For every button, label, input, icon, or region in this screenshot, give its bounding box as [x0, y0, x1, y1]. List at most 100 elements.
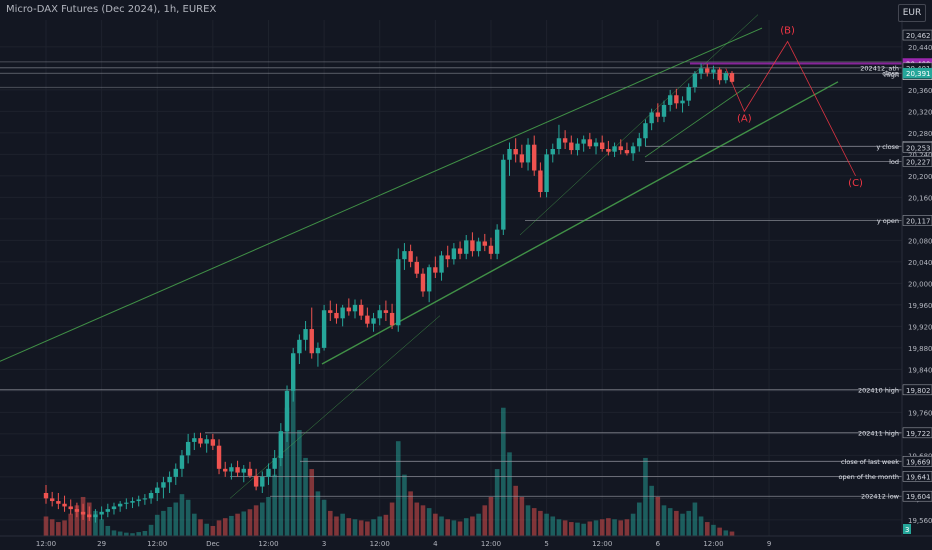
price-tick-label: 20,360: [908, 87, 932, 95]
volume-badge-text: 3: [905, 526, 909, 534]
volume-bar: [408, 491, 413, 536]
candle-body: [346, 307, 352, 312]
currency-button[interactable]: EUR: [898, 4, 926, 22]
volume-bar: [278, 435, 284, 536]
candle-body: [433, 267, 438, 273]
time-tick-label: 12:00: [703, 540, 723, 548]
price-tick-label: 20,040: [908, 259, 932, 267]
candle-body: [80, 511, 86, 515]
candle-body: [686, 87, 691, 101]
candle-body: [68, 506, 73, 510]
volume-bar: [439, 516, 444, 536]
candle-body: [291, 353, 296, 391]
volume-bar: [470, 516, 475, 536]
candle-body: [284, 390, 290, 432]
candle-body: [389, 312, 395, 326]
volume-bar: [241, 511, 247, 536]
volume-bar: [173, 502, 179, 536]
volume-bar: [445, 519, 450, 536]
volume-bar: [179, 494, 185, 536]
volume-bar: [476, 513, 481, 536]
volume-bar: [649, 485, 654, 536]
volume-bar: [142, 530, 148, 536]
volume-bar: [556, 519, 562, 536]
price-tick-label: 19,880: [908, 345, 932, 353]
candle-body: [513, 149, 518, 155]
volume-bar: [99, 519, 104, 536]
time-tick-label: 29: [97, 540, 106, 548]
level-label: open of the month: [839, 473, 899, 481]
candle-body: [192, 438, 197, 442]
candle-body: [488, 245, 494, 254]
volume-bar: [161, 510, 166, 536]
candle-body: [593, 142, 599, 147]
time-tick-label: 6: [656, 540, 661, 548]
level-label: 202410 high: [858, 386, 899, 394]
candle-body: [661, 104, 667, 117]
volume-bar: [618, 520, 624, 536]
volume-bar: [371, 519, 376, 536]
volume-bar: [420, 505, 426, 536]
volume-bar: [599, 519, 605, 536]
volume-bar: [321, 499, 327, 536]
level-label: y close: [876, 143, 899, 151]
volume-bar: [531, 508, 537, 536]
candle-body: [637, 138, 642, 147]
volume-bar: [130, 533, 135, 536]
time-tick-label: 12:00: [258, 540, 278, 548]
price-tick-label: 20,080: [908, 237, 932, 245]
price-tick-label: 19,840: [908, 366, 932, 374]
level-label: y open: [877, 217, 899, 225]
price-tag: [902, 215, 932, 226]
candle-body: [185, 441, 191, 456]
price-tag-text: 19,802: [906, 387, 931, 395]
chart-title: Micro-DAX Futures (Dec 2024), 1h, EUREX: [6, 4, 217, 15]
candle-body: [717, 69, 722, 81]
candle-body: [420, 273, 426, 292]
candle-body: [309, 329, 314, 354]
candle-body: [334, 312, 339, 319]
volume-bar: [290, 391, 296, 536]
price-tag: [902, 156, 932, 167]
candle-body: [692, 73, 698, 88]
candle-body: [445, 255, 450, 260]
candle-body: [253, 475, 259, 487]
candle-body: [600, 142, 605, 149]
volume-bar: [154, 514, 160, 536]
trend-line: [644, 84, 751, 158]
candle-body: [501, 159, 506, 230]
candle-body: [426, 267, 432, 292]
candle-body: [173, 468, 178, 477]
trend-line: [519, 14, 759, 236]
volume-bar: [204, 523, 209, 536]
volume-bar: [674, 510, 679, 536]
candle-body: [476, 241, 481, 252]
candle-body: [93, 514, 98, 518]
volume-bar: [93, 510, 98, 536]
volume-bar: [402, 474, 407, 536]
volume-bar: [544, 513, 549, 536]
candle-body: [624, 150, 630, 154]
volume-bar: [569, 522, 574, 536]
candle-body: [155, 487, 160, 493]
volume-bar: [111, 530, 117, 536]
price-tick-label: 19,560: [908, 517, 932, 525]
candle-body: [161, 482, 166, 488]
candle-body: [105, 509, 110, 512]
candle-body: [216, 445, 222, 469]
volume-bar: [43, 516, 49, 536]
volume-bar: [426, 508, 432, 536]
candle-body: [99, 511, 104, 515]
candle-body: [124, 502, 129, 504]
volume-bar: [698, 516, 704, 536]
price-tag: [902, 427, 932, 439]
candle-body: [494, 229, 500, 254]
price-tick-label: 19,960: [908, 302, 932, 310]
volume-bar: [284, 407, 290, 536]
candle-body: [705, 68, 710, 73]
candle-body: [371, 318, 376, 324]
volume-bar: [62, 520, 67, 536]
volume-bar: [550, 516, 556, 536]
volume-bar: [655, 496, 661, 536]
